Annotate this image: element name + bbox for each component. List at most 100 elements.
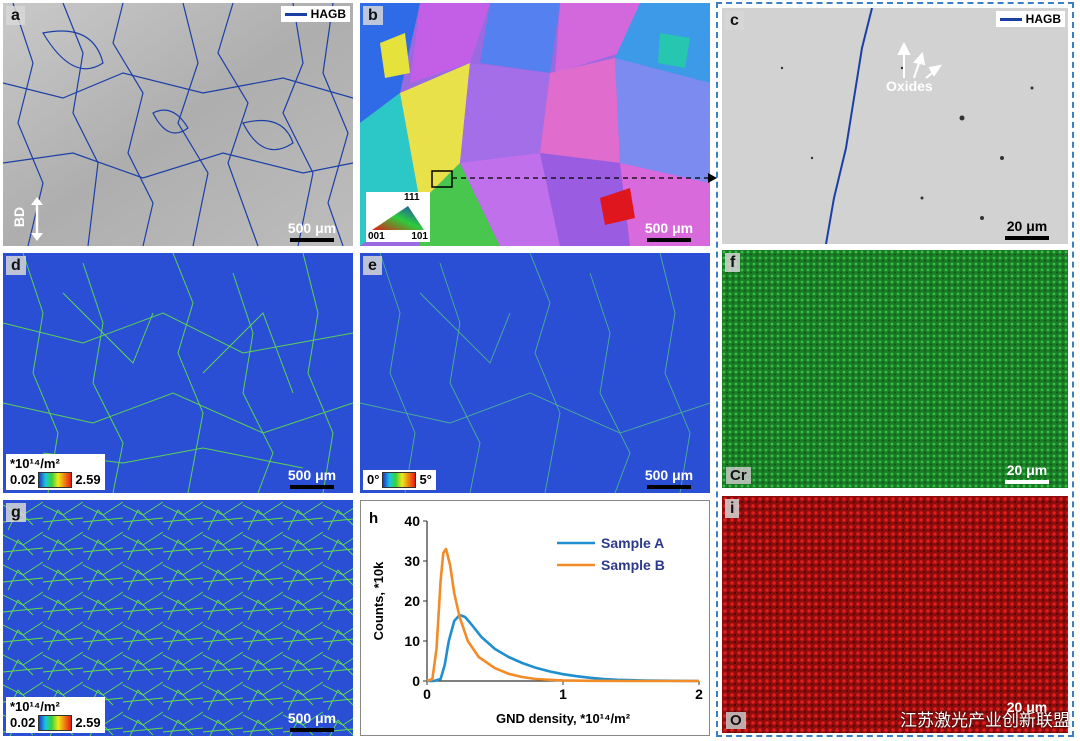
scale-bar-line [1005, 480, 1049, 484]
ipf-111-label: 111 [404, 192, 420, 203]
scale-bar-line [647, 485, 691, 489]
hagb-legend: HAGB [280, 6, 350, 22]
legend-label: Sample B [601, 557, 665, 573]
scale-bar: 500 μm [634, 220, 704, 242]
panel-b-ipf-map: b 111 001 101 500 μm [360, 3, 710, 246]
scale-bar: 500 μm [277, 710, 347, 732]
gnd-colorbar: *10¹⁴/m² 0.02 2.59 [6, 454, 105, 490]
y-tick-label: 0 [412, 673, 420, 689]
x-tick-label: 0 [423, 686, 431, 702]
scale-bar: 500 μm [634, 467, 704, 489]
y-tick-label: 30 [404, 553, 420, 569]
chart-legend: Sample A Sample B [557, 535, 665, 573]
misorientation-network [360, 253, 710, 493]
colorbar-gradient [382, 472, 417, 488]
panel-label: e [363, 256, 382, 275]
chart-series [426, 547, 700, 683]
legend-label: Sample A [601, 535, 664, 551]
series-line-sample-a [427, 613, 700, 683]
gnd-colorbar: *10¹⁴/m² 0.02 2.59 [6, 697, 105, 733]
colorbar-unit: *10¹⁴/m² [10, 456, 60, 471]
scale-bar-line [290, 485, 334, 489]
scale-bar-label: 20 μm [1006, 218, 1048, 234]
ipf-triangle-icon [372, 206, 424, 230]
colorbar-unit: *10¹⁴/m² [10, 699, 60, 714]
hagb-line-swatch [999, 17, 1022, 21]
panel-label: a [6, 6, 25, 25]
panel-label: f [725, 253, 741, 272]
scale-bar: 20 μm [992, 699, 1062, 715]
x-axis-label: GND density, *10¹⁴/m² [496, 711, 631, 726]
panel-a-sem-map: a HAGB BD 500 μm [3, 3, 353, 246]
colorbar-gradient [38, 715, 73, 731]
colorbar-min: 0.02 [10, 715, 36, 730]
panel-f-cr-eds-map: f Cr 20 μm [722, 250, 1068, 488]
scale-bar-label: 500 μm [644, 467, 694, 483]
panel-c-sem-zoom: c HAGB Oxides 20 μm [722, 8, 1068, 244]
x-tick-label: 2 [695, 686, 703, 702]
build-direction-indicator: BD [9, 195, 49, 243]
colorbar-max: 2.59 [75, 715, 101, 730]
ipf-triangle-key: 111 001 101 [366, 192, 430, 242]
kam-colorbar: 0° 5° [363, 470, 436, 490]
y-tick-label: 20 [404, 593, 420, 609]
y-tick-label: 40 [404, 513, 420, 529]
y-axis-label: Counts, *10k [371, 561, 386, 641]
colorbar-min: 0° [367, 472, 380, 487]
panel-d-gnd-map: d *10¹⁴/m² 0.02 2.59 500 μm [3, 253, 353, 493]
cr-eds-texture [722, 250, 1068, 488]
o-eds-texture [722, 496, 1068, 733]
panel-label: b [363, 6, 383, 25]
series-line-sample-b [426, 547, 699, 683]
panel-h-gnd-histogram: h 0 10 20 30 40 0 1 2 Sample A Sample B Counts, … [360, 500, 710, 736]
gnd-density-chart: h 0 10 20 30 40 0 1 2 Sample A Sample B Counts, … [369, 510, 703, 726]
panel-i-o-eds-map: i O 20 μm [722, 496, 1068, 733]
scale-bar-label: 20 μm [1006, 699, 1048, 715]
panel-label: i [725, 499, 740, 518]
scale-bar: 500 μm [277, 220, 347, 242]
hagb-boundary-overlay [722, 8, 1068, 244]
panel-e-kam-map: e 0° 5° 500 μm [360, 253, 710, 493]
ipf-orientation-map [360, 3, 710, 246]
double-arrow-icon [31, 197, 43, 241]
scale-bar: 20 μm [992, 462, 1062, 484]
gnd-network [3, 253, 353, 493]
x-tick-label: 1 [559, 686, 567, 702]
scale-bar-label: 500 μm [287, 220, 337, 236]
scale-bar-label: 20 μm [1006, 462, 1048, 478]
panel-label: d [6, 256, 26, 275]
zoom-arrow [452, 173, 717, 183]
panel-g-gnd-map: g *10¹⁴/m² 0.02 2.59 500 μm [3, 500, 353, 736]
scale-bar: 20 μm [992, 218, 1062, 240]
element-label: Cr [726, 467, 751, 484]
watermark: 江苏激光产业创新联盟 [900, 711, 1070, 731]
scale-bar-label: 500 μm [287, 467, 337, 483]
ipf-101-label: 101 [411, 231, 428, 242]
hagb-line-swatch [284, 12, 307, 16]
hagb-legend: HAGB [995, 11, 1065, 27]
scale-bar: 500 μm [277, 467, 347, 489]
scale-bar-label: 500 μm [644, 220, 694, 236]
panel-label: h [369, 510, 378, 527]
gnd-network-dense [3, 500, 353, 736]
colorbar-min: 0.02 [10, 472, 36, 487]
scale-bar-line [647, 238, 691, 242]
colorbar-gradient [38, 472, 73, 488]
colorbar-max: 2.59 [75, 472, 101, 487]
scale-bar-line [1005, 236, 1049, 240]
panel-label: c [725, 11, 744, 30]
oxides-annotation: Oxides [886, 78, 933, 94]
scale-bar-line [290, 728, 334, 732]
y-tick-label: 10 [404, 633, 420, 649]
hagb-legend-label: HAGB [310, 7, 346, 21]
zoom-region-box [431, 170, 453, 188]
panel-label: g [6, 503, 26, 522]
scale-bar-line [290, 238, 334, 242]
hagb-legend-label: HAGB [1025, 12, 1061, 26]
element-label: O [726, 712, 746, 729]
ipf-001-label: 001 [368, 231, 385, 242]
scale-bar-label: 500 μm [287, 710, 337, 726]
build-direction-label: BD [11, 206, 28, 228]
colorbar-max: 5° [419, 472, 432, 487]
grain-boundary-overlay [3, 3, 353, 246]
